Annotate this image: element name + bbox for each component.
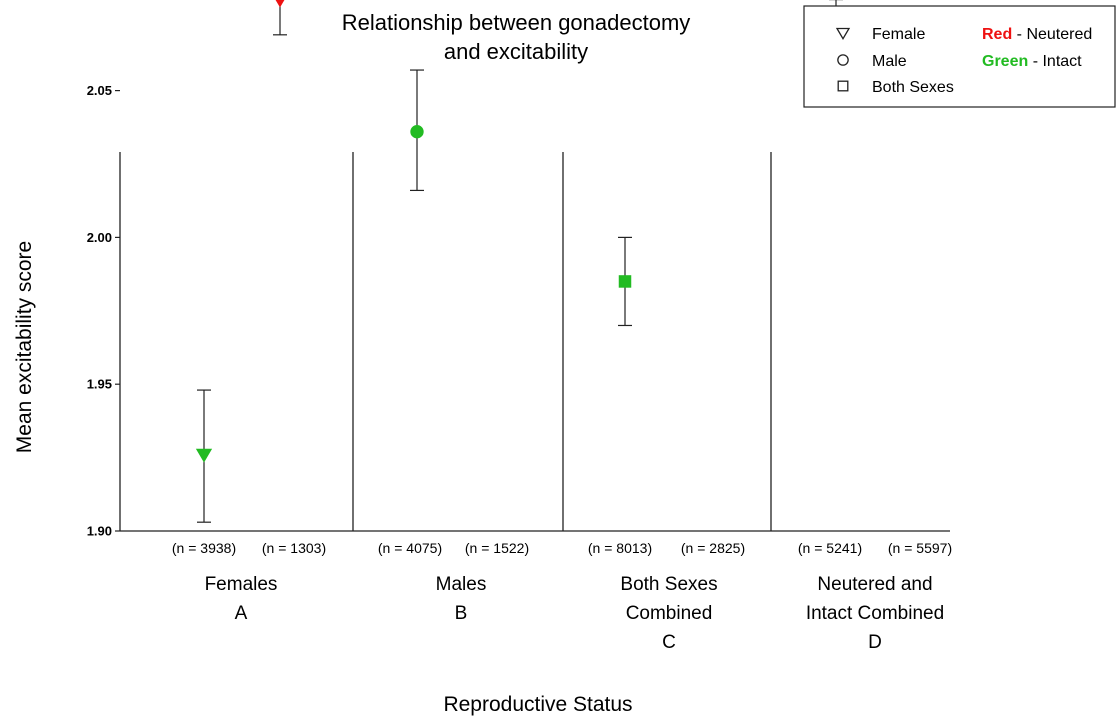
legend-item-triangle: Female xyxy=(835,26,925,43)
y-axis-label: Mean excitability score xyxy=(13,241,36,453)
chart-title-line-2: and excitability xyxy=(444,39,588,64)
n-label: (n = 5597) xyxy=(888,540,952,556)
circle-marker xyxy=(837,54,849,66)
panel-dividers xyxy=(352,152,772,531)
legend-label: Female xyxy=(872,26,925,43)
data-point xyxy=(618,236,632,327)
n-label: (n = 1522) xyxy=(465,540,529,556)
group-label-line: A xyxy=(235,603,248,624)
circle-marker xyxy=(410,125,424,139)
groups: (n = 3938)(n = 1303)p < 0.0001FemalesA(n… xyxy=(172,0,952,653)
group-label-line: Neutered and xyxy=(817,574,932,595)
n-label: (n = 3938) xyxy=(172,540,236,556)
triangle-marker xyxy=(275,0,285,8)
legend-color-word: Green xyxy=(982,53,1028,70)
group-label-line: Intact Combined xyxy=(806,603,944,624)
legend-item-square: Both Sexes xyxy=(837,79,954,96)
legend-color-entry: Green - Intact xyxy=(982,53,1082,70)
group-d: (n = 5241)(n = 5597)p = 0.0013Neutered a… xyxy=(798,0,952,653)
n-label: (n = 8013) xyxy=(588,540,652,556)
y-tick-label: 1.95 xyxy=(87,377,112,392)
legend: Female Male Both Sexes Red - Neutered Green … xyxy=(803,5,1116,108)
data-point xyxy=(195,389,213,523)
legend-color-meaning: - Intact xyxy=(1028,53,1082,70)
group-c: (n = 8013)(n = 2825)p < 0.0001Both Sexes… xyxy=(588,236,745,653)
data-point xyxy=(273,0,287,36)
square-marker xyxy=(837,80,849,92)
legend-item-circle: Male xyxy=(837,53,907,70)
legend-color-entry: Red - Neutered xyxy=(982,26,1092,43)
group-a: (n = 3938)(n = 1303)p < 0.0001FemalesA xyxy=(172,0,326,624)
group-label: Both Sexes Combined C xyxy=(620,574,717,653)
y-ticks: 1.901.952.002.052.102.15 xyxy=(87,83,120,539)
y-tick-label: 2.05 xyxy=(87,83,112,98)
legend-label: Both Sexes xyxy=(872,79,954,96)
legend-box xyxy=(803,5,1116,108)
y-tick-label: 1.90 xyxy=(87,524,112,539)
n-label: (n = 4075) xyxy=(378,540,442,556)
legend-color-meaning: - Neutered xyxy=(1012,26,1092,43)
group-label-line: Combined xyxy=(626,603,713,624)
chart-title: Relationship between gonadectomy and exc… xyxy=(342,10,691,64)
legend-label: Male xyxy=(872,53,907,70)
chart-title-line-1: Relationship between gonadectomy xyxy=(342,10,691,35)
group-label-line: Males xyxy=(436,574,487,595)
group-label-line: D xyxy=(868,632,882,653)
group-label-line: C xyxy=(662,632,676,653)
y-tick-label: 2.00 xyxy=(87,230,112,245)
group-label-line: Females xyxy=(205,574,278,595)
group-label-line: Both Sexes xyxy=(620,574,717,595)
n-label: (n = 2825) xyxy=(681,540,745,556)
triangle-marker xyxy=(195,448,213,463)
n-label: (n = 5241) xyxy=(798,540,862,556)
group-b: (n = 4075)(n = 1522)p < 0.0001MalesB xyxy=(378,69,529,624)
data-point xyxy=(410,69,424,192)
axes xyxy=(119,152,950,532)
group-label-line: B xyxy=(455,603,468,624)
triangle-marker xyxy=(835,27,851,40)
legend-color-word: Red xyxy=(982,26,1012,43)
x-axis-label: Reproductive Status xyxy=(443,693,632,716)
group-label: Females A xyxy=(205,574,278,624)
square-marker xyxy=(618,275,632,288)
n-label: (n = 1303) xyxy=(262,540,326,556)
group-label: Neutered and Intact Combined D xyxy=(806,574,944,653)
group-label: Males B xyxy=(436,574,487,624)
